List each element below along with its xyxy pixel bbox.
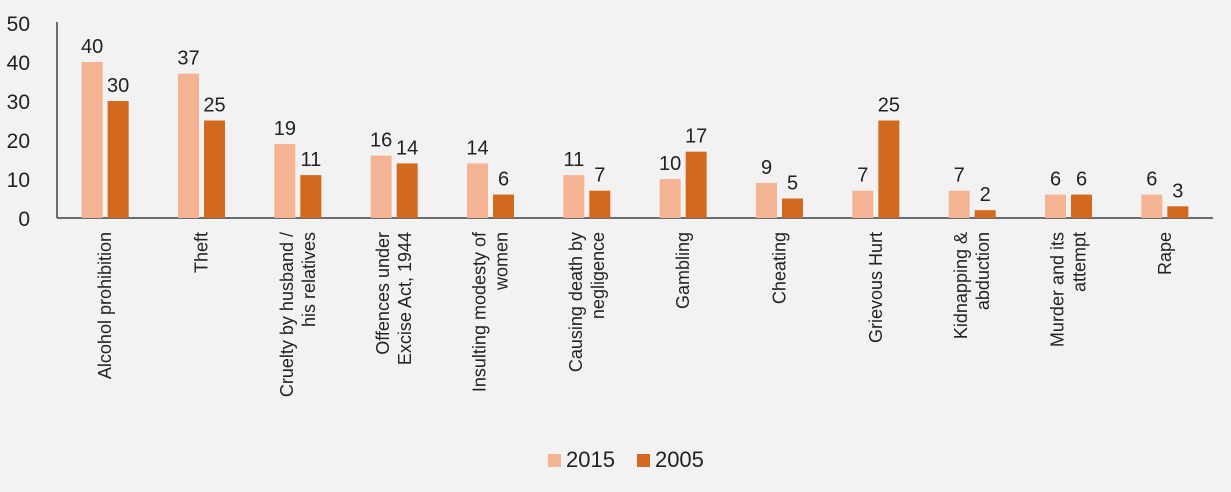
category-label: Kidnapping &	[951, 232, 971, 339]
data-label-2015: 6	[1050, 169, 1061, 191]
data-label-2005: 3	[1172, 180, 1183, 202]
y-tick-label: 40	[7, 52, 30, 75]
data-label-2005: 17	[685, 126, 707, 148]
data-label-2015: 7	[954, 165, 965, 187]
category-label: Gambling	[673, 232, 693, 309]
bar-2005	[1071, 194, 1092, 218]
category-label: his relatives	[299, 232, 319, 327]
data-label-2005: 25	[878, 95, 900, 117]
category-label: Theft	[192, 232, 212, 273]
category-label: Causing death by	[566, 232, 586, 372]
bar-2015	[659, 179, 681, 218]
data-label-2015: 7	[857, 165, 868, 187]
category-label: attempt	[1070, 232, 1090, 292]
bar-2005	[974, 210, 996, 218]
data-label-2015: 14	[466, 137, 488, 159]
data-label-2005: 2	[980, 184, 991, 206]
data-label-2015: 37	[177, 48, 199, 70]
category-label: Alcohol prohibition	[95, 232, 115, 379]
bar-2015	[81, 62, 103, 218]
bar-2015	[274, 143, 296, 218]
data-label-2005: 14	[396, 137, 418, 159]
bar-2015	[178, 73, 199, 218]
bar-2005	[107, 101, 129, 218]
bar-2005	[1167, 206, 1189, 218]
bar-2015	[1045, 194, 1066, 218]
category-label: Insulting modesty of	[470, 231, 490, 392]
legend-label-2015: 2015	[566, 447, 615, 472]
legend-swatch-2015	[548, 453, 561, 467]
category-label: women	[492, 232, 512, 291]
bar-2005	[493, 194, 514, 218]
y-tick-label: 50	[7, 13, 30, 36]
legend-label-2005: 2005	[654, 447, 704, 472]
legend-swatch-2005	[636, 453, 650, 467]
bar-2015	[1141, 194, 1163, 218]
category-label: Rape	[1155, 232, 1175, 275]
bar-2015	[370, 155, 392, 218]
data-label-2005: 6	[1076, 169, 1087, 191]
data-label-2015: 9	[761, 157, 772, 179]
y-tick-label: 10	[7, 169, 30, 192]
data-label-2015: 11	[563, 149, 584, 171]
category-label: negligence	[588, 232, 608, 319]
y-tick-label: 30	[7, 91, 30, 114]
data-label-2015: 40	[81, 36, 103, 58]
category-label: Excise Act, 1944	[395, 232, 415, 365]
data-label-2005: 7	[594, 165, 605, 187]
data-label-2015: 16	[370, 130, 392, 152]
bar-2005	[685, 151, 707, 218]
bar-2005	[589, 190, 611, 218]
data-label-2005: 11	[300, 149, 321, 171]
data-label-2005: 5	[787, 173, 798, 195]
bar-2005	[782, 198, 803, 218]
bar-2015	[852, 190, 874, 218]
bar-2015	[948, 190, 970, 218]
data-label-2005: 30	[107, 75, 129, 97]
bar-2005	[204, 120, 225, 218]
category-label: Offences under	[373, 232, 393, 355]
data-label-2015: 10	[659, 153, 681, 175]
bar-2015	[467, 163, 488, 218]
category-label: Cheating	[770, 232, 790, 304]
category-label: Cruelty by husband /	[277, 232, 297, 397]
data-label-2015: 19	[274, 118, 296, 140]
category-label: abduction	[973, 232, 993, 310]
data-label-2005: 25	[203, 95, 225, 117]
bar-2015	[563, 175, 585, 218]
data-label-2015: 6	[1146, 169, 1157, 191]
bar-2015	[756, 182, 777, 218]
data-label-2005: 6	[498, 169, 509, 191]
legend-item-2015: 2015	[548, 447, 615, 473]
category-label: Murder and its	[1048, 232, 1068, 347]
bar-2005	[396, 163, 418, 218]
bar-2005	[300, 175, 322, 218]
legend: 2015 2005	[548, 447, 704, 473]
bar-2005	[878, 120, 900, 218]
legend-item-2005: 2005	[636, 447, 704, 473]
y-tick-label: 0	[18, 208, 30, 231]
y-tick-label: 20	[7, 130, 30, 153]
category-label: Grievous Hurt	[866, 232, 886, 343]
